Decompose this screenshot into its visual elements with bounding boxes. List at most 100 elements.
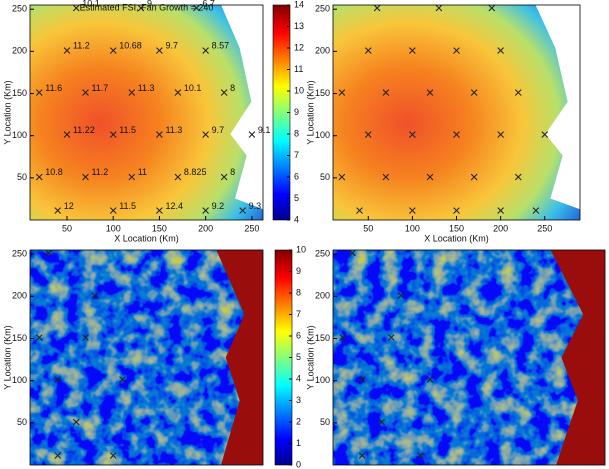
marker: ×	[348, 245, 357, 262]
y-tick-label: 200	[315, 46, 330, 56]
marker: ×	[426, 84, 435, 101]
marker: ×	[470, 84, 479, 101]
land	[535, 5, 580, 210]
y-tick-label: 150	[315, 333, 330, 343]
marker: ×	[373, 0, 382, 17]
value-label: 11.5	[119, 125, 136, 135]
colorbar-tick-label: 2	[296, 416, 301, 426]
value-label: 11	[138, 167, 147, 177]
marker: ×	[220, 84, 229, 101]
marker: ×	[496, 127, 505, 144]
marker: ×	[127, 169, 136, 186]
marker: ×	[382, 84, 391, 101]
chart-title: Estimated FSI, Fan Growth = 240	[80, 2, 214, 12]
marker: ×	[452, 203, 461, 220]
plot-frame	[29, 4, 264, 221]
marker: ×	[364, 127, 373, 144]
marker: ×	[201, 127, 210, 144]
marker: ×	[155, 127, 164, 144]
y-tick-label: 200	[12, 46, 27, 56]
marker: ×	[174, 84, 183, 101]
marker: ×	[397, 287, 406, 304]
value-label: 11.3	[165, 125, 182, 135]
colorbar-tick-label: 10	[296, 244, 306, 254]
x-tick-label: 200	[493, 223, 508, 233]
marker: ×	[90, 287, 99, 304]
value-label: 9.1	[258, 125, 271, 135]
y-tick-label: 250	[315, 249, 330, 259]
marker: ×	[337, 84, 346, 101]
marker: ×	[358, 448, 367, 465]
y-tick-label: 250	[12, 249, 27, 259]
marker: ×	[426, 372, 435, 389]
marker: ×	[408, 42, 417, 59]
value-label: 11.6	[45, 83, 62, 93]
x-tick-label: 200	[198, 223, 213, 233]
marker: ×	[192, 0, 201, 17]
y-tick-label: 100	[315, 130, 330, 140]
x-tick-label: 100	[405, 223, 420, 233]
marker: ×	[248, 127, 257, 144]
x-tick-label: 150	[449, 223, 464, 233]
marker: ×	[155, 203, 164, 220]
y-axis-label: Y Location (Km)	[2, 80, 12, 144]
y-tick-label: 250	[12, 4, 27, 14]
colorbar-tick-label: 7	[296, 309, 301, 319]
marker: ×	[434, 0, 443, 17]
y-tick-label: 50	[17, 417, 27, 427]
marker: ×	[416, 448, 425, 465]
value-label: 12	[64, 201, 74, 211]
x-tick-label: 250	[537, 223, 552, 233]
marker: ×	[63, 42, 72, 59]
x-tick-label: 250	[244, 223, 259, 233]
marker: ×	[496, 42, 505, 59]
marker: ×	[201, 203, 210, 220]
colorbar-tick-label: 10	[294, 85, 304, 95]
value-label: 8.825	[184, 167, 207, 177]
marker: ×	[35, 329, 44, 346]
colorbar-tick-label: 5	[294, 193, 299, 203]
marker: ×	[44, 245, 53, 262]
marker: ×	[337, 169, 346, 186]
colorbar-tick-label: 0	[296, 459, 301, 469]
colorbar-tick-label: 4	[294, 214, 299, 224]
value-label: 8	[230, 167, 235, 177]
marker: ×	[514, 84, 523, 101]
y-tick-label: 150	[12, 333, 27, 343]
colorbar-tick-label: 3	[296, 395, 301, 405]
marker: ×	[377, 414, 386, 431]
value-label: 11.2	[91, 167, 108, 177]
plot-frame	[29, 249, 264, 466]
colorbar-tick-label: 1	[296, 438, 301, 448]
marker: ×	[408, 203, 417, 220]
marker: ×	[109, 42, 118, 59]
y-tick-label: 50	[17, 172, 27, 182]
marker: ×	[53, 372, 62, 389]
value-label: 11.5	[119, 201, 136, 211]
marker: ×	[355, 203, 364, 220]
y-tick-label: 50	[320, 172, 330, 182]
y-axis-label: Y Location (Km)	[305, 325, 315, 389]
colorbar-tick-label: 9	[294, 107, 299, 117]
value-label: 11.22	[73, 125, 95, 135]
y-tick-label: 200	[12, 291, 27, 301]
marker: ×	[338, 329, 347, 346]
x-axis-label: X Location (Km)	[424, 233, 489, 243]
marker: ×	[155, 42, 164, 59]
value-label: 10.1	[184, 83, 202, 93]
plot-frame	[332, 249, 606, 466]
marker: ×	[127, 84, 136, 101]
land	[221, 5, 263, 210]
colorbar-tick-label: 13	[294, 21, 304, 31]
marker: ×	[72, 0, 81, 17]
marker: ×	[81, 329, 90, 346]
marker: ×	[238, 203, 247, 220]
marker: ×	[382, 169, 391, 186]
marker: ×	[426, 169, 435, 186]
marker: ×	[496, 203, 505, 220]
marker: ×	[109, 127, 118, 144]
value-label: 9	[147, 0, 152, 9]
y-tick-label: 100	[12, 375, 27, 385]
marker: ×	[540, 127, 549, 144]
x-tick-label: 50	[363, 223, 373, 233]
